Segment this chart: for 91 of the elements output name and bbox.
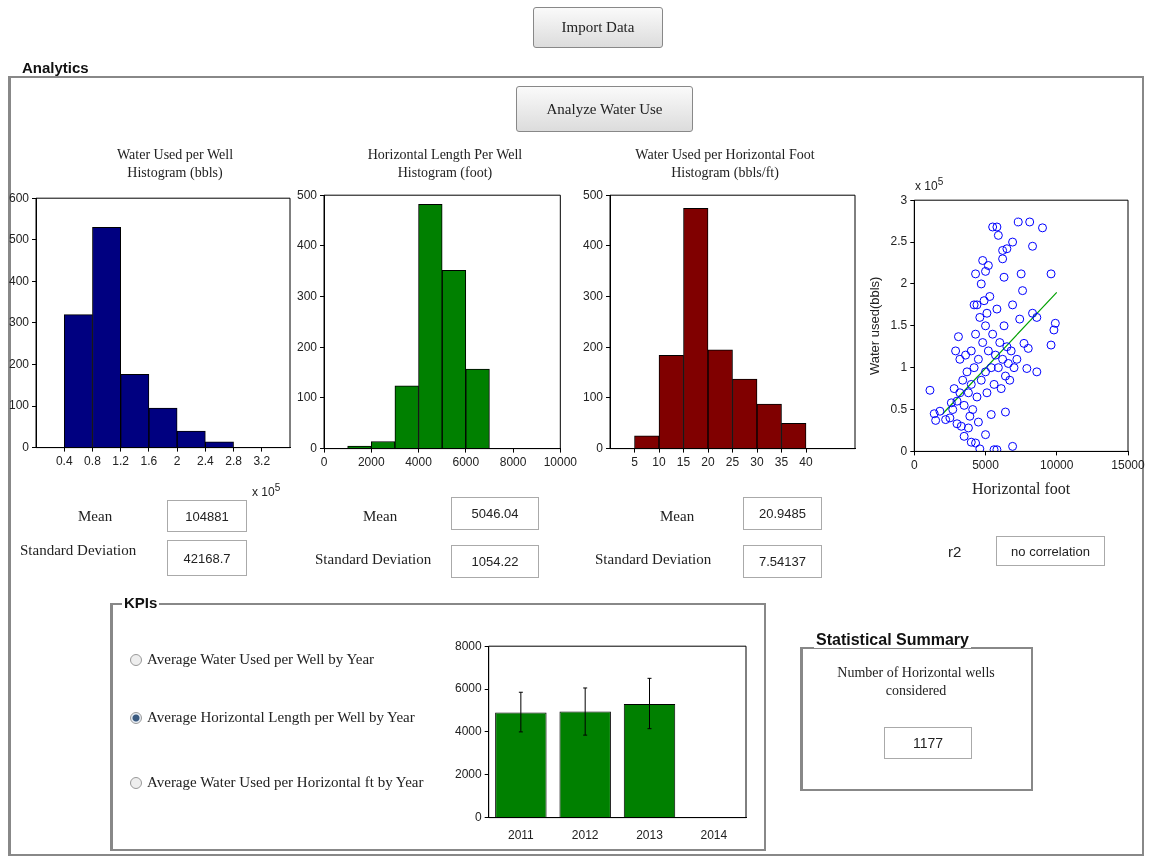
y-tick-label: 600 [8, 190, 30, 205]
text-field: 42168.7 [167, 540, 247, 576]
y-tick-label: 0 [475, 809, 483, 824]
y-tick-label: 0 [22, 439, 30, 454]
y-tick-label: 200 [582, 339, 604, 354]
text: Number of Horizontal wells considered [836, 664, 996, 700]
x-tick-label: 4000 [405, 455, 433, 470]
y-tick-label: 500 [8, 232, 30, 247]
x-tick-label: 1.2 [112, 454, 130, 469]
text: Standard Deviation [315, 551, 432, 568]
text-field: 1177 [884, 727, 972, 759]
text-field: 5046.04 [451, 497, 539, 530]
y-tick-label: 2 [900, 276, 908, 291]
y-tick-label: 400 [296, 238, 318, 253]
x-tick-label: 15000 [1111, 457, 1146, 472]
text: Analytics [20, 59, 91, 76]
y-tick-label: 0 [596, 440, 604, 455]
x-tick-label: 3.2 [253, 454, 271, 469]
text-field: 104881 [167, 500, 247, 532]
x-tick-label: 0 [910, 457, 918, 472]
text: Average Water Used per Horizontal ft by Year [147, 774, 424, 791]
y-tick-label: 100 [8, 398, 30, 413]
button: Import Data [533, 7, 663, 48]
text: r2 [948, 543, 962, 560]
x-tick-label: 35 [774, 455, 789, 470]
text: Mean [78, 508, 113, 525]
y-tick-label: 0 [900, 443, 908, 458]
x-tick-label: 2.8 [225, 454, 243, 469]
x-axis-title: Horizontal foot [972, 479, 1071, 497]
text: Statistical Summary [814, 631, 971, 648]
x-axis-title: x 10$^{5}$ [252, 482, 281, 499]
y-tick-label: 400 [8, 273, 30, 288]
x-tick-label: 2000 [357, 455, 385, 470]
y-tick-label: 6000 [454, 681, 483, 696]
text: Mean [660, 508, 695, 525]
x-tick-label: 15 [676, 455, 691, 470]
x-tick-label: 1.6 [140, 454, 158, 469]
text: Standard Deviation [20, 542, 137, 559]
x-tick-label: 40 [799, 455, 813, 470]
y-tick-label: 1.5 [890, 318, 908, 333]
y-tick-label: 300 [8, 315, 30, 330]
text: Average Horizontal Length per Well by Year [147, 709, 415, 726]
y-tick-label: 500 [582, 187, 604, 202]
x-tick-label: 2013 [636, 828, 664, 843]
x-tick-label: 0.4 [55, 454, 73, 469]
x-tick-label: 10000 [1040, 457, 1074, 472]
x-tick-label: 30 [750, 455, 764, 470]
y-tick-label: 100 [582, 390, 604, 405]
x-tick-label: 2 [173, 454, 181, 469]
y-tick-label: 3 [900, 192, 908, 207]
y-tick-label: 2000 [454, 767, 483, 782]
x-tick-label: 10000 [543, 455, 578, 470]
x-tick-label: 2.4 [197, 454, 214, 469]
text: x 10$^{5}$ [915, 176, 944, 193]
y-tick-label: 2.5 [890, 234, 908, 249]
x-tick-label: 0.8 [84, 454, 102, 469]
text: Mean [363, 508, 398, 525]
y-tick-label: 400 [582, 238, 604, 253]
y-tick-label: 200 [296, 339, 318, 354]
y-tick-label: 500 [296, 187, 318, 202]
y-tick-label: 100 [296, 390, 318, 405]
x-tick-label: 2014 [700, 828, 728, 843]
x-tick-label: 8000 [499, 455, 527, 470]
chart-title: Water Used per Well Histogram (bbls) [115, 146, 235, 182]
button: Analyze Water Use [516, 86, 693, 132]
x-tick-label: 5 [631, 455, 639, 470]
x-tick-label: 5000 [972, 457, 1000, 472]
text: Average Water Used per Well by Year [147, 651, 375, 668]
text-field: no correlation [996, 536, 1105, 566]
y-tick-label: 0.5 [890, 401, 908, 416]
x-tick-label: 2011 [507, 828, 535, 843]
y-tick-label: 300 [296, 288, 318, 303]
y-tick-label: 200 [8, 356, 30, 371]
y-tick-label: 0 [310, 440, 318, 455]
text-field: 1054.22 [451, 545, 539, 578]
y-tick-label: 8000 [454, 638, 483, 653]
x-tick-label: 20 [701, 455, 716, 470]
y-tick-label: 300 [582, 288, 604, 303]
chart-title: Horizontal Length Per Well Histogram (foot) [366, 146, 524, 182]
x-tick-label: 0 [320, 455, 328, 470]
y-axis-title: Water used(bbls) [867, 276, 883, 376]
text-field: 7.54137 [743, 545, 822, 578]
y-tick-label: 1 [900, 359, 908, 374]
x-tick-label: 2012 [571, 828, 599, 843]
x-tick-label: 10 [652, 455, 667, 470]
text: KPIs [122, 594, 160, 611]
text: Standard Deviation [595, 551, 712, 568]
chart-title: Water Used per Horizontal Foot Histogram (bbls/ft) [634, 146, 816, 182]
text-field: 20.9485 [743, 497, 822, 530]
y-tick-label: 4000 [454, 724, 483, 739]
x-tick-label: 25 [725, 455, 740, 470]
